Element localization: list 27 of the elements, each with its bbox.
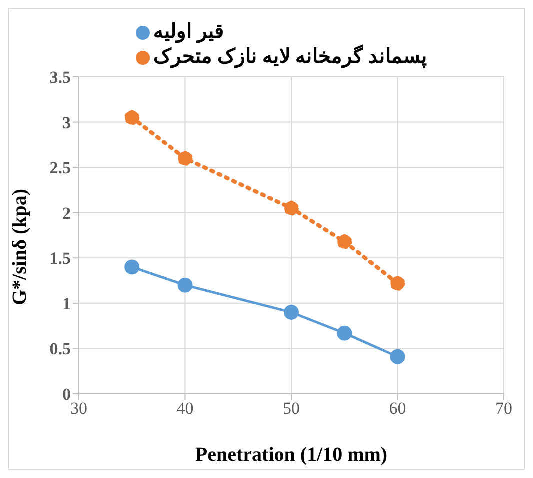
- x-tick-label: 60: [389, 399, 406, 418]
- y-tick-label: 0.5: [50, 340, 71, 359]
- point: [390, 276, 406, 292]
- x-tick-label: 70: [496, 399, 512, 418]
- point: [284, 304, 299, 320]
- point: [178, 151, 193, 166]
- y-tick-label: 3: [62, 113, 71, 132]
- y-tick-label: 0: [62, 385, 71, 404]
- point: [337, 234, 352, 250]
- point: [124, 260, 140, 275]
- x-axis-title: Penetration (1/10 mm): [195, 444, 388, 466]
- y-axis-title: G*/sinδ (kpa): [9, 188, 32, 306]
- x-tick-label: 30: [70, 399, 88, 418]
- x-tick-label: 50: [283, 399, 300, 418]
- legend-label: قیر اولیه: [154, 21, 224, 43]
- point: [124, 110, 140, 126]
- y-tick-label: 2: [62, 204, 71, 223]
- legend-label: پسماند گرمخانه لایه نازک متحرک: [154, 46, 428, 68]
- y-tick-label: 1: [62, 294, 71, 314]
- point: [390, 349, 406, 364]
- point: [337, 326, 352, 341]
- y-tick-label: 2.5: [50, 158, 71, 178]
- x-tick-label: 40: [176, 399, 194, 418]
- point: [284, 200, 299, 216]
- y-tick-label: 3.5: [50, 68, 71, 88]
- point: [178, 278, 193, 293]
- y-tick-label: 1.5: [50, 249, 71, 268]
